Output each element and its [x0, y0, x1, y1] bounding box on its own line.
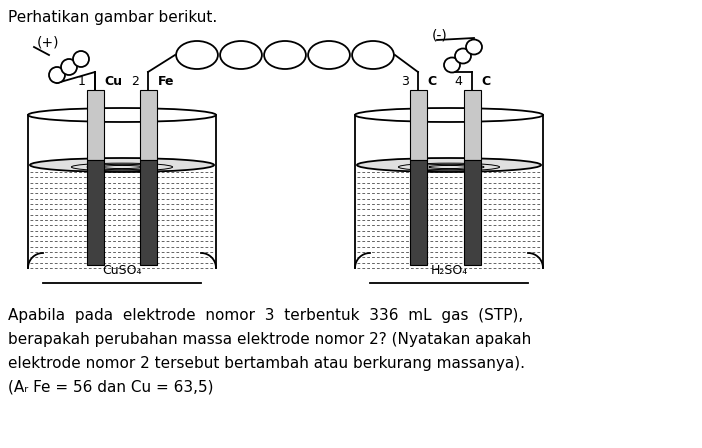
- Ellipse shape: [73, 51, 89, 67]
- Text: Cu: Cu: [105, 75, 123, 88]
- Text: Apabila  pada  elektrode  nomor  3  terbentuk  336  mL  gas  (STP),: Apabila pada elektrode nomor 3 terbentuk…: [8, 308, 523, 323]
- Ellipse shape: [28, 108, 216, 122]
- Bar: [140, 90, 157, 160]
- Ellipse shape: [357, 158, 541, 172]
- Ellipse shape: [455, 48, 471, 64]
- Bar: [409, 160, 427, 265]
- Ellipse shape: [466, 39, 482, 55]
- Text: 2: 2: [131, 75, 138, 88]
- Ellipse shape: [444, 57, 460, 73]
- Bar: [140, 160, 157, 265]
- Text: CuSO₄: CuSO₄: [102, 264, 142, 277]
- Text: berapakah perubahan massa elektrode nomor 2? (Nyatakan apakah: berapakah perubahan massa elektrode nomo…: [8, 332, 531, 347]
- Text: C: C: [482, 75, 491, 88]
- Ellipse shape: [308, 41, 350, 69]
- Text: (Aᵣ Fe = 56 dan Cu = 63,5): (Aᵣ Fe = 56 dan Cu = 63,5): [8, 380, 213, 395]
- Text: Fe: Fe: [157, 75, 174, 88]
- Text: 4: 4: [455, 75, 463, 88]
- Text: C: C: [428, 75, 437, 88]
- Ellipse shape: [61, 59, 77, 75]
- Ellipse shape: [176, 41, 218, 69]
- Bar: [463, 160, 480, 265]
- Ellipse shape: [49, 67, 65, 83]
- Ellipse shape: [220, 41, 262, 69]
- Text: 3: 3: [401, 75, 409, 88]
- Ellipse shape: [355, 108, 543, 122]
- Bar: [86, 90, 103, 160]
- Bar: [86, 160, 103, 265]
- Text: (-): (-): [432, 28, 448, 42]
- Text: 1: 1: [78, 75, 86, 88]
- Ellipse shape: [30, 158, 214, 172]
- Ellipse shape: [352, 41, 394, 69]
- Bar: [463, 90, 480, 160]
- Text: elektrode nomor 2 tersebut bertambah atau berkurang massanya).: elektrode nomor 2 tersebut bertambah ata…: [8, 356, 525, 371]
- Bar: [409, 90, 427, 160]
- Text: (+): (+): [37, 35, 60, 49]
- Text: H₂SO₄: H₂SO₄: [430, 264, 468, 277]
- Text: Perhatikan gambar berikut.: Perhatikan gambar berikut.: [8, 10, 217, 25]
- Ellipse shape: [264, 41, 306, 69]
